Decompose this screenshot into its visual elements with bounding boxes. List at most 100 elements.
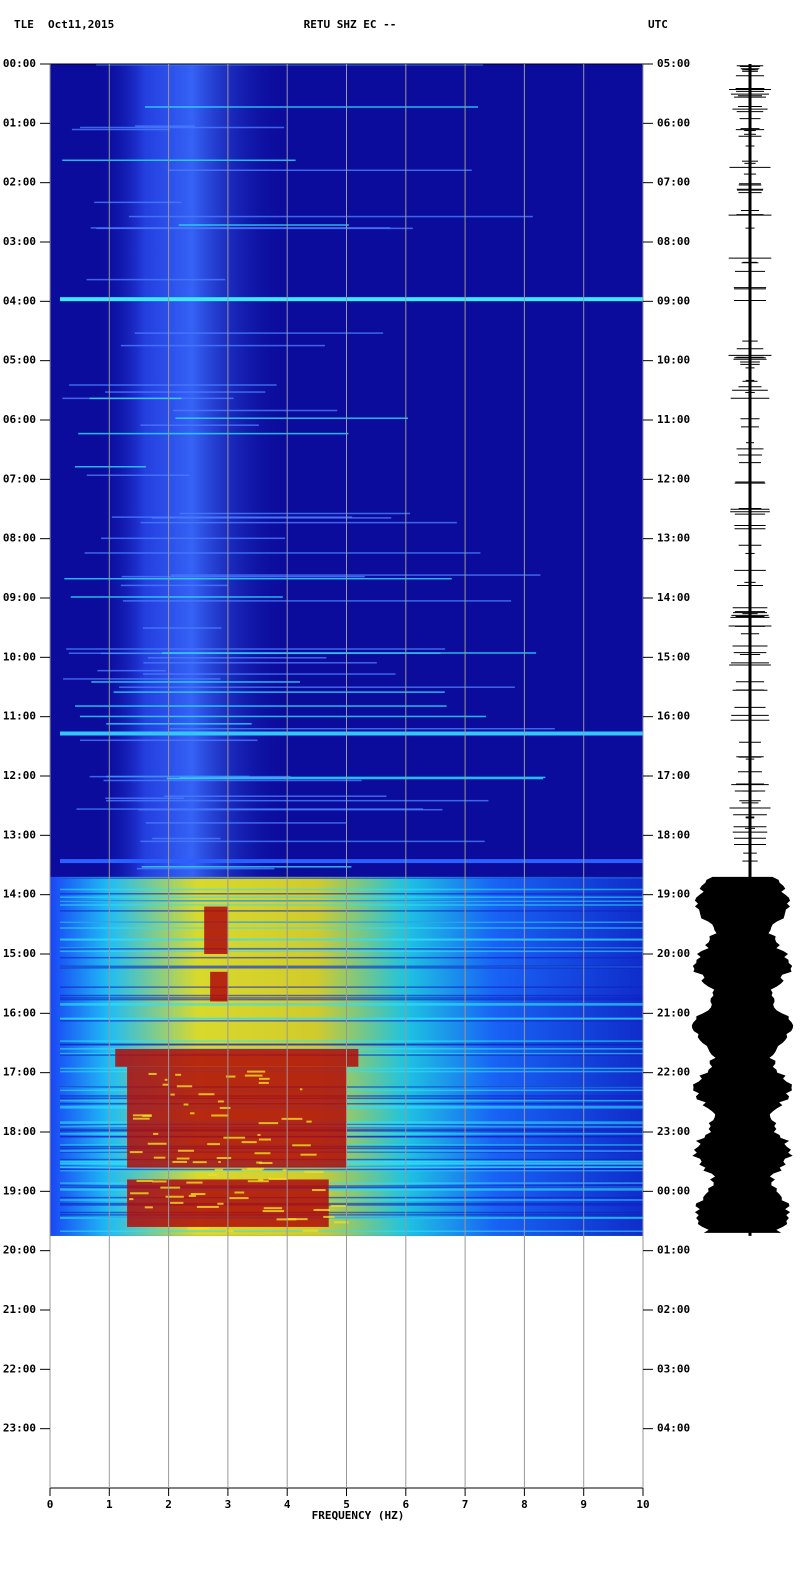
streak [138,808,443,811]
energy-speck [164,1078,168,1081]
streak [135,125,195,127]
event-streak [60,1086,643,1088]
y-tick-label: 07:00 [3,472,36,485]
x-tick-label: 9 [580,1498,587,1511]
streak [128,215,533,218]
energy-speck [282,1169,287,1172]
energy-speck [186,1181,203,1184]
event-streak [60,1004,643,1006]
streak [162,652,537,654]
streak [113,691,445,693]
streak [66,648,446,650]
energy-speck [268,1177,288,1180]
energy-speck [132,1114,152,1117]
event-streak [60,1043,643,1045]
streak [151,517,392,519]
y-tick-label: 09:00 [3,591,36,604]
energy-speck [334,1221,349,1224]
event-streak [60,948,643,950]
y2-tick-label: 19:00 [657,888,690,901]
event-streak [60,1102,643,1105]
x-tick-label: 1 [106,1498,113,1511]
event-streak [60,1166,643,1168]
event-streak [60,1122,643,1125]
event-streak [60,1107,643,1109]
energy-speck [323,1215,335,1218]
streak [179,776,546,779]
energy-speck [302,1229,319,1232]
event-streak [60,1199,643,1201]
event-streak [60,986,643,988]
event-streak [60,1040,643,1042]
energy-speck [300,1153,317,1156]
streak [170,574,541,576]
streak [101,537,286,540]
streak [71,128,170,131]
streak [140,521,457,524]
x-tick-label: 8 [521,1498,528,1511]
energy-speck [258,1138,271,1141]
timezone: UTC [648,18,668,31]
streak [167,169,472,172]
energy-speck [313,1208,331,1211]
event-streak [60,1147,643,1150]
streak [142,627,222,629]
y2-tick-label: 17:00 [657,769,690,782]
streak [70,596,283,598]
event-streak [60,950,643,953]
y2-tick-label: 20:00 [657,947,690,960]
streak [140,840,485,843]
event-streak [60,956,643,959]
event-streak [60,1186,643,1189]
energy-speck [225,1075,236,1078]
streak [179,512,411,515]
x-axis-label: FREQUENCY (HZ) [312,1509,405,1522]
x-tick-label: 4 [284,1498,291,1511]
y-tick-label: 10:00 [3,650,36,663]
event-streak [60,938,643,940]
energy-speck [226,1230,234,1233]
y2-tick-label: 11:00 [657,413,690,426]
event-streak [60,1145,643,1148]
event-streak [60,1067,643,1070]
streak [119,686,515,688]
event-streak [60,1095,643,1097]
event-streak [60,1020,643,1022]
streak [97,669,166,672]
event-line [60,297,643,302]
energy-speck [262,1210,285,1213]
x-tick-label: 10 [636,1498,649,1511]
event-streak [60,910,643,912]
energy-speck [281,1117,303,1120]
event-streak [60,1097,643,1100]
y2-tick-label: 15:00 [657,650,690,663]
streak [74,466,146,468]
streak [91,681,300,683]
streak [136,867,275,870]
event-streak [60,1214,643,1216]
streak [62,159,296,162]
energy-speck [330,1205,346,1208]
streak [143,662,377,664]
y2-tick-label: 18:00 [657,828,690,841]
event-streak [60,939,643,941]
energy-speck [165,1195,184,1198]
streak [175,417,408,419]
y2-tick-label: 00:00 [657,1184,690,1197]
energy-speck [211,1114,229,1117]
y2-tick-label: 23:00 [657,1125,690,1138]
event-streak [60,1136,643,1138]
energy-speck [153,1156,166,1159]
energy-speck [190,1112,195,1115]
energy-patch [115,1048,359,1067]
streak [89,397,182,400]
energy-speck [312,1189,326,1192]
streak [140,424,259,426]
event-streak [60,1230,643,1232]
event-streak [60,1018,643,1020]
energy-speck [144,1206,153,1209]
energy-speck [129,1198,134,1201]
streak [105,797,185,799]
event-line [60,859,643,864]
